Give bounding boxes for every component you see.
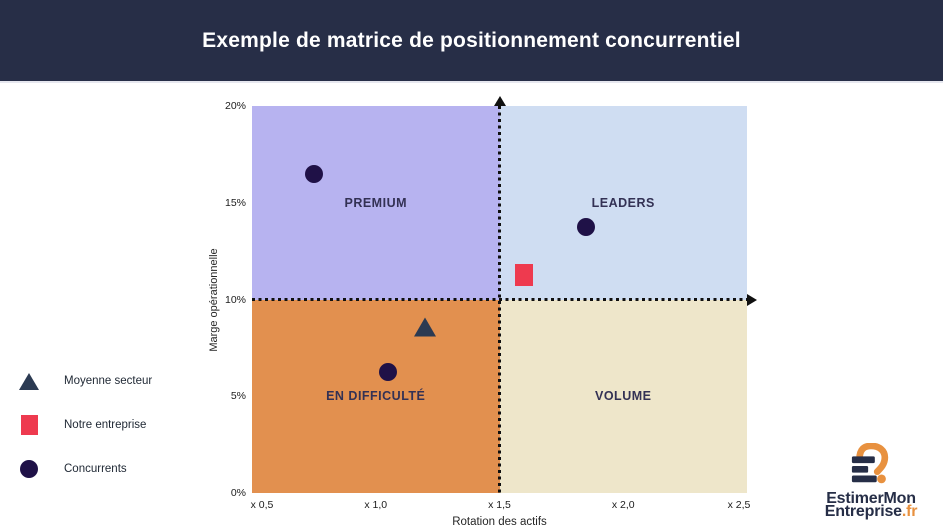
triangle-marker-icon xyxy=(18,372,40,390)
page-title: Exemple de matrice de positionnement con… xyxy=(202,28,741,52)
legend-label: Notre entreprise xyxy=(64,419,147,431)
brand-suffix: .fr xyxy=(901,503,918,520)
quadrant-bottom-left: EN DIFFICULTÉ xyxy=(252,299,500,493)
legend-label: Concurrents xyxy=(64,463,127,475)
legend: Moyenne secteur Notre entreprise Concurren… xyxy=(18,371,152,479)
data-point-circle xyxy=(577,217,596,236)
e2-monogram-icon xyxy=(851,443,889,484)
y-axis-label: Marge opérationnelle xyxy=(208,247,220,352)
quadrant-top-left: PREMIUM xyxy=(252,106,500,300)
circle-marker-icon xyxy=(18,460,40,478)
y-tick-label: 15% xyxy=(224,196,246,209)
data-point-circle xyxy=(379,363,398,382)
x-tick-label: x 1,5 xyxy=(488,499,511,511)
x-tick-label: x 1,0 xyxy=(364,499,388,511)
quadrant-label: LEADERS xyxy=(591,195,655,210)
data-point-square xyxy=(515,264,534,287)
legend-item: Concurrents xyxy=(18,459,152,479)
y-axis-arrow-icon xyxy=(493,96,506,106)
brand-logo: EstimerMon Entreprise.fr xyxy=(810,443,932,520)
quadrant-label: PREMIUM xyxy=(344,195,408,210)
x-axis-label: Rotation des actifs xyxy=(452,516,547,528)
legend-item: Notre entreprise xyxy=(18,415,152,435)
legend-label: Moyenne secteur xyxy=(64,375,153,387)
data-point-triangle xyxy=(414,317,437,337)
brand-name-line1: EstimerMon xyxy=(826,490,916,507)
quadrant-bottom-right: VOLUME xyxy=(499,299,747,493)
legend-item: Moyenne secteur xyxy=(18,371,152,391)
brand-name-line2: Entreprise.fr xyxy=(824,503,918,520)
x-tick-label: x 2,5 xyxy=(727,499,751,511)
y-tick-label: 10% xyxy=(224,293,246,306)
positioning-matrix-plot: VOLUME EN DIFFICULTÉ LEADERS PREMIUM Marge … xyxy=(208,96,757,528)
quadrant-top-right: LEADERS xyxy=(499,106,747,300)
data-point-circle xyxy=(304,164,323,183)
x-axis-arrow-icon xyxy=(747,293,757,306)
y-tick-label: 0% xyxy=(230,487,246,499)
vertical-reference-line-1-5x xyxy=(493,96,506,493)
header-banner: Exemple de matrice de positionnement con… xyxy=(0,0,943,83)
x-tick-label: x 2,0 xyxy=(611,499,635,511)
quadrant-label: EN DIFFICULTÉ xyxy=(326,389,426,404)
y-tick-label: 5% xyxy=(230,390,246,403)
quadrant-label: VOLUME xyxy=(595,389,652,404)
x-tick-label: x 0,5 xyxy=(250,499,274,511)
square-marker-icon xyxy=(18,415,40,435)
y-tick-label: 20% xyxy=(224,100,246,112)
